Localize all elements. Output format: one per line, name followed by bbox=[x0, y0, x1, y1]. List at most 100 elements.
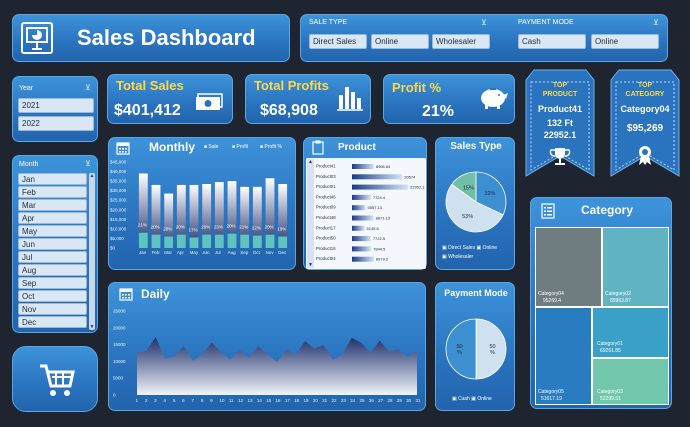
month-item[interactable]: Mar bbox=[18, 199, 87, 211]
sale-type-online[interactable]: Online bbox=[371, 34, 429, 49]
top-category-ribbon: TOP CATEGORY Category04 $95,269 bbox=[605, 68, 685, 185]
y-tick-label: Product50 bbox=[316, 236, 336, 241]
data-label: 7844.5 bbox=[373, 246, 386, 251]
data-label: 15% bbox=[463, 185, 474, 191]
data-label: 23% bbox=[214, 225, 223, 230]
x-tick-label: 17 bbox=[285, 398, 291, 403]
treemap-cell[interactable]: Category03 52299.51 bbox=[592, 358, 669, 405]
x-tick-label: 1 bbox=[136, 398, 139, 403]
scrollbar[interactable]: ▲ ▼ bbox=[89, 173, 95, 330]
x-tick-label: 20 bbox=[313, 398, 319, 403]
category-treemap: Category04 95269.4 Category02 89963.87 Cat… bbox=[535, 227, 669, 405]
y-tick-label: Product41 bbox=[316, 164, 336, 169]
payment-mode-card: Payment Mode 50% 50% ▣ Cash ▣ Online bbox=[435, 282, 515, 411]
y-tick-label: Product17 bbox=[316, 225, 336, 230]
sales-type-pie: 32% 53% 15% bbox=[445, 171, 507, 233]
data-label: 7724.4 bbox=[373, 195, 386, 200]
shopping-cart-icon[interactable] bbox=[36, 360, 76, 405]
treemap-cell[interactable]: Category05 51617.19 bbox=[535, 307, 592, 405]
product-bar bbox=[352, 246, 372, 252]
year-2021[interactable]: 2021 bbox=[18, 98, 94, 113]
y-tick-label: $20,000 bbox=[110, 207, 127, 212]
bar-sale bbox=[164, 193, 174, 248]
month-item[interactable]: Apr bbox=[18, 212, 87, 224]
x-tick-label: 11 bbox=[229, 398, 234, 403]
month-item[interactable]: Dec bbox=[18, 316, 87, 328]
monthly-bar-chart: $45,000 $40,000 $35,000 $30,000 $25,000 $20,0… bbox=[110, 160, 288, 255]
month-item[interactable]: Jul bbox=[18, 251, 87, 263]
y-tick-label: 0 bbox=[113, 393, 116, 398]
sales-type-title: Sales Type bbox=[450, 141, 502, 152]
treemap-cell[interactable]: Category01 69261.85 bbox=[592, 307, 669, 358]
filter-clear-icon[interactable]: ⊻ bbox=[85, 83, 91, 92]
month-item[interactable]: Sep bbox=[18, 277, 87, 289]
x-tick-label: 16 bbox=[276, 398, 282, 403]
product-bar bbox=[352, 256, 374, 262]
kpi-total-profits: Total Profits $68,908 bbox=[245, 74, 371, 124]
data-label: 21% bbox=[239, 225, 248, 230]
data-label: % bbox=[457, 350, 462, 356]
month-item[interactable]: May bbox=[18, 225, 87, 237]
y-tick-label: $5,000 bbox=[110, 236, 124, 241]
bar-sale bbox=[252, 186, 262, 248]
sales-type-card: Sales Type 32% 53% 15% ▣ Direct Sales ▣ On… bbox=[435, 137, 515, 270]
x-tick-label: 24 bbox=[350, 398, 356, 403]
data-label: 32% bbox=[484, 191, 495, 197]
month-item[interactable]: Jun bbox=[18, 238, 87, 250]
category-card: Category Category04 95269.4 Category02 899… bbox=[530, 197, 672, 409]
list-icon bbox=[541, 203, 555, 224]
filter-clear-icon[interactable]: ⊻ bbox=[85, 159, 91, 168]
area-series bbox=[137, 337, 417, 395]
sale-type-direct[interactable]: Direct Sales bbox=[309, 34, 367, 49]
data-label: 53% bbox=[462, 214, 473, 220]
payment-cash[interactable]: Cash bbox=[518, 34, 586, 49]
x-tick-label: 26 bbox=[369, 398, 375, 403]
bar-profit bbox=[265, 234, 275, 248]
x-tick-label: 21 bbox=[322, 398, 328, 403]
y-tick-label: $40,000 bbox=[110, 169, 127, 174]
top-category-name: Category04 bbox=[620, 104, 670, 114]
product-bar bbox=[352, 164, 374, 169]
month-item[interactable]: Aug bbox=[18, 264, 87, 276]
data-label: 50 bbox=[456, 344, 462, 350]
category-title: Category bbox=[581, 203, 634, 217]
top-product-name: Product41 bbox=[537, 104, 582, 114]
bar-chart-icon bbox=[336, 83, 364, 118]
year-title: Year bbox=[19, 85, 34, 92]
payment-mode-title: PAYMENT MODE bbox=[518, 19, 574, 26]
year-2022[interactable]: 2022 bbox=[18, 116, 94, 131]
trophy-icon bbox=[549, 146, 571, 171]
scrollbar[interactable]: ▲ ▼ bbox=[307, 159, 314, 268]
x-tick-label: 19 bbox=[304, 398, 310, 403]
sale-type-wholesaler[interactable]: Wholesaler bbox=[432, 34, 490, 49]
x-tick-label: 6 bbox=[182, 398, 185, 403]
y-tick-label: $15,000 bbox=[110, 217, 127, 222]
y-tick-label: $0 bbox=[110, 246, 116, 251]
pie-slice bbox=[475, 318, 507, 380]
month-item[interactable]: Feb bbox=[18, 186, 87, 198]
month-item[interactable]: Nov bbox=[18, 303, 87, 315]
filter-clear-icon[interactable]: ⊻ bbox=[481, 18, 487, 27]
data-label: 8966.84 bbox=[376, 164, 391, 169]
product-bar bbox=[352, 236, 371, 242]
y-tick-label: $10,000 bbox=[110, 226, 127, 231]
x-tick-label: 28 bbox=[388, 398, 394, 403]
x-tick-label: 7 bbox=[192, 398, 195, 403]
treemap-cell[interactable]: Category02 89963.87 bbox=[602, 227, 669, 307]
y-tick-label: Product16 bbox=[316, 246, 336, 251]
x-tick-label: Jun bbox=[202, 250, 210, 255]
payment-online[interactable]: Online bbox=[591, 34, 659, 49]
data-label: 20% bbox=[201, 225, 210, 230]
x-tick-label: 3 bbox=[154, 398, 157, 403]
month-item[interactable]: Jan bbox=[18, 173, 87, 185]
month-title: Month bbox=[19, 161, 39, 168]
award-icon bbox=[635, 144, 655, 171]
treemap-cell[interactable]: Category04 95269.4 bbox=[535, 227, 602, 307]
filter-clear-icon[interactable]: ⊻ bbox=[653, 18, 659, 27]
x-tick-label: Dec bbox=[278, 250, 287, 255]
clipboard-icon bbox=[312, 140, 324, 160]
month-item[interactable]: Oct bbox=[18, 290, 87, 302]
data-label: 20% bbox=[176, 225, 185, 230]
sale-type-title: SALE TYPE bbox=[309, 19, 348, 26]
x-tick-label: 30 bbox=[406, 398, 412, 403]
